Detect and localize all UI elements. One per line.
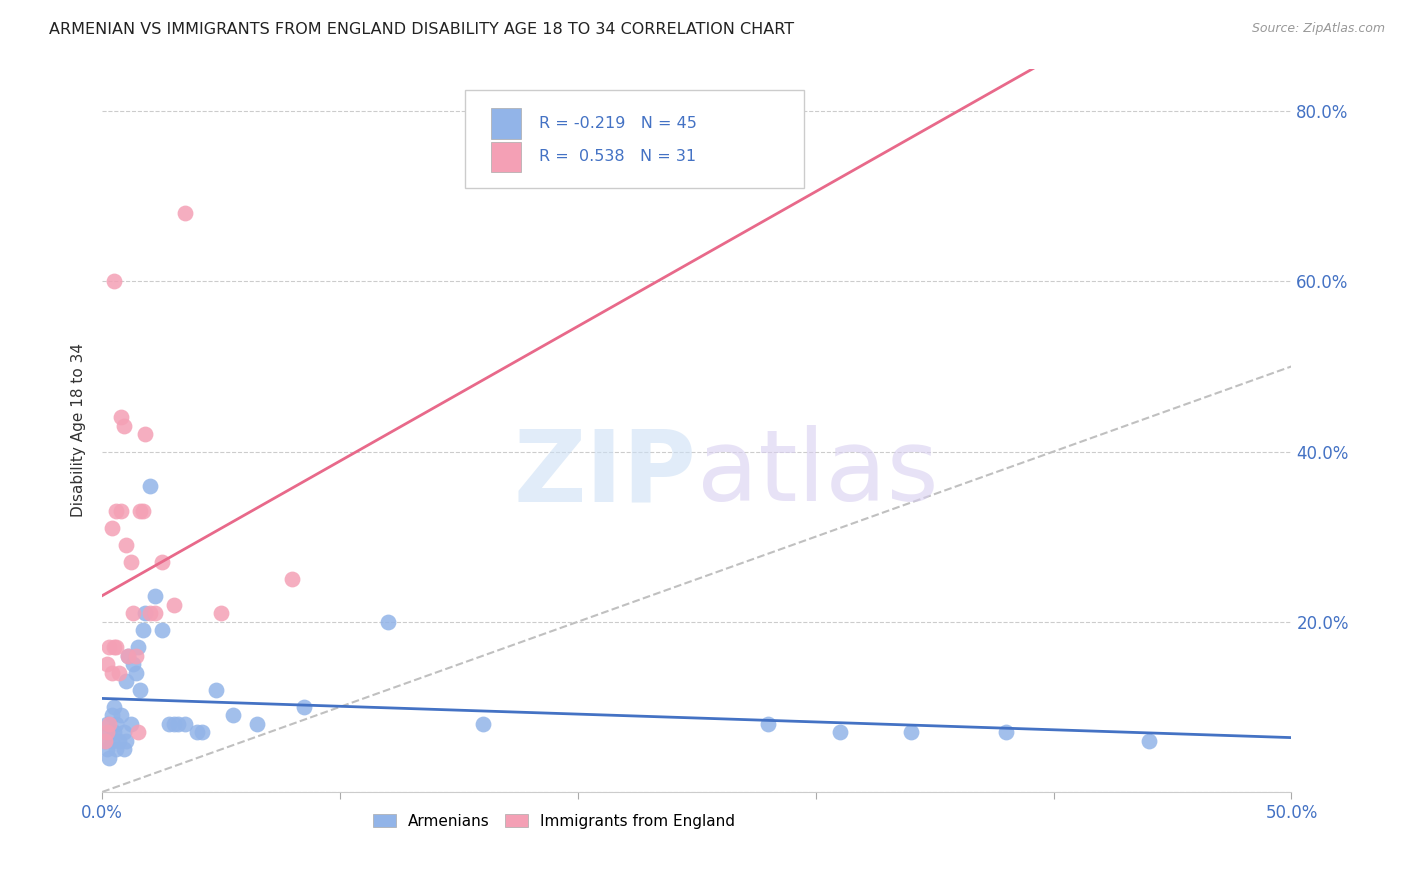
Text: R =  0.538   N = 31: R = 0.538 N = 31 [538,149,696,164]
Point [93,734,115,748]
Point [96,742,118,756]
Point [115,538,138,552]
Point [98,640,121,655]
Point [756,717,779,731]
Point [112,419,135,434]
Point [110,708,132,723]
Point [129,504,152,518]
Point [96,725,118,739]
Point [103,699,125,714]
Point [105,717,128,731]
Text: R = -0.219   N = 45: R = -0.219 N = 45 [538,116,696,131]
Point [828,725,851,739]
Point [103,725,125,739]
Point [174,717,197,731]
Legend: Armenians, Immigrants from England: Armenians, Immigrants from England [367,807,741,835]
Text: ARMENIAN VS IMMIGRANTS FROM ENGLAND DISABILITY AGE 18 TO 34 CORRELATION CHART: ARMENIAN VS IMMIGRANTS FROM ENGLAND DISA… [49,22,794,37]
Point [127,640,149,655]
Y-axis label: Disability Age 18 to 34: Disability Age 18 to 34 [72,343,86,517]
Point [103,274,125,288]
Point [900,725,922,739]
Point [1137,734,1160,748]
FancyBboxPatch shape [465,90,804,188]
Point [108,734,131,748]
Point [100,665,122,680]
Point [131,504,153,518]
Point [105,640,128,655]
Text: Source: ZipAtlas.com: Source: ZipAtlas.com [1251,22,1385,36]
Point [105,504,128,518]
Point [100,734,122,748]
Point [98,725,121,739]
Point [129,682,152,697]
Point [150,555,173,569]
Point [122,657,145,672]
Point [117,648,139,663]
Point [471,717,494,731]
Point [122,606,145,620]
Point [100,521,122,535]
Point [127,725,149,739]
Point [205,682,228,697]
Point [162,598,184,612]
Point [134,427,156,442]
Point [115,734,138,748]
Point [124,648,146,663]
Point [105,742,128,756]
Point [157,717,180,731]
Point [112,742,135,756]
Point [110,504,132,518]
Point [112,725,135,739]
Point [995,725,1018,739]
Point [174,206,197,220]
Point [98,717,121,731]
Text: atlas: atlas [697,425,938,522]
Point [150,624,173,638]
Point [115,674,138,689]
Point [98,751,121,765]
Point [139,478,162,492]
Point [162,717,184,731]
Point [103,640,125,655]
Point [186,725,208,739]
Point [96,717,118,731]
Point [222,708,245,723]
Point [134,606,156,620]
Point [139,606,162,620]
Point [209,606,232,620]
Point [96,657,118,672]
Point [167,717,190,731]
Point [108,665,131,680]
Point [120,555,142,569]
Point [124,665,146,680]
Point [281,572,304,586]
Point [117,648,139,663]
Point [292,699,315,714]
Point [143,606,166,620]
Point [246,717,269,731]
FancyBboxPatch shape [491,108,520,138]
Point [143,589,166,603]
Point [93,734,115,748]
Point [131,624,153,638]
Point [120,717,142,731]
Text: ZIP: ZIP [515,425,697,522]
Point [191,725,214,739]
Point [110,410,132,425]
Point [100,708,122,723]
Point [377,615,399,629]
FancyBboxPatch shape [491,142,520,172]
